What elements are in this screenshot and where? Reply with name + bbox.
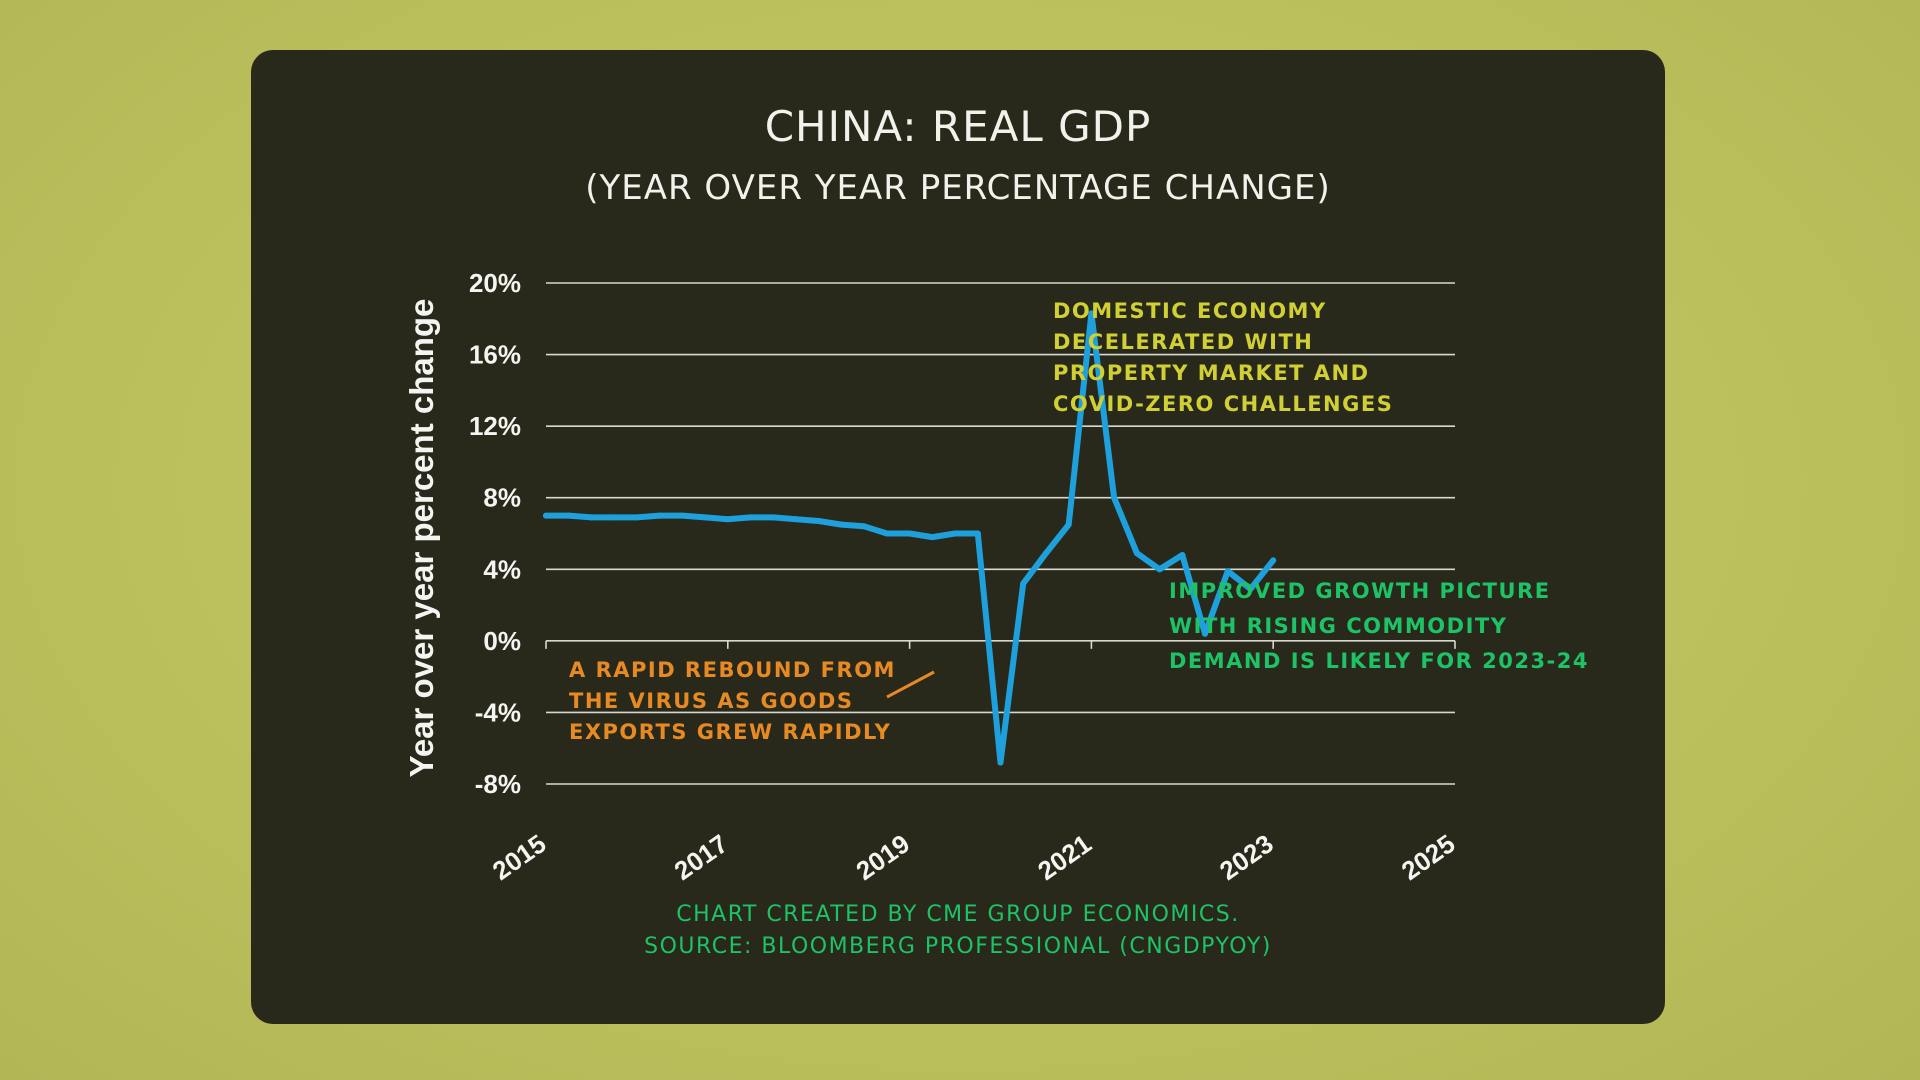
- data-point: [952, 530, 959, 537]
- data-point: [565, 512, 572, 519]
- data-point: [929, 534, 936, 541]
- data-point: [974, 530, 981, 537]
- x-tick-label: 2023: [1214, 828, 1279, 886]
- x-tick-label: 2025: [1396, 828, 1461, 886]
- y-tick-label: 8%: [483, 483, 521, 513]
- footer-credit: CHART CREATED BY CME GROUP ECONOMICS.: [676, 902, 1240, 927]
- data-point: [815, 517, 822, 524]
- annotation-1-line: COVID-ZERO CHALLENGES: [1053, 392, 1393, 416]
- data-point: [770, 514, 777, 521]
- annotation-2-line: A RAPID REBOUND FROM: [569, 658, 896, 682]
- data-point: [1202, 630, 1209, 637]
- data-point: [1111, 494, 1118, 501]
- x-tick-label: 2015: [487, 828, 552, 886]
- annotation-3-line: DEMAND IS LIKELY FOR 2023-24: [1169, 649, 1589, 673]
- data-point: [1133, 550, 1140, 557]
- data-point: [838, 521, 845, 528]
- x-tick-label: 2019: [850, 828, 915, 886]
- y-tick-label: 20%: [469, 268, 521, 298]
- data-point: [1270, 557, 1277, 564]
- data-point: [702, 514, 709, 521]
- x-tick-label: 2021: [1032, 828, 1097, 886]
- data-point: [633, 514, 640, 521]
- annotation-1-line: DECELERATED WITH: [1053, 330, 1313, 354]
- data-point: [861, 523, 868, 530]
- annotation-2-line: THE VIRUS AS GOODS: [569, 689, 853, 713]
- data-point: [1156, 566, 1163, 573]
- data-point: [1020, 580, 1027, 587]
- footer-source: SOURCE: BLOOMBERG PROFESSIONAL (CNGDPYOY…: [644, 934, 1272, 959]
- data-point: [588, 514, 595, 521]
- data-point: [1247, 585, 1254, 592]
- chart-subtitle: (YEAR OVER YEAR PERCENTAGE CHANGE): [585, 168, 1331, 208]
- y-axis-label: Year over year percent change: [403, 299, 440, 778]
- y-tick-label: -4%: [475, 697, 521, 727]
- y-tick-label: -8%: [475, 769, 521, 799]
- annotation-3-line: WITH RISING COMMODITY: [1169, 614, 1507, 638]
- data-point: [611, 514, 618, 521]
- data-point: [679, 512, 686, 519]
- data-point: [1088, 310, 1095, 317]
- data-point: [883, 530, 890, 537]
- data-point: [1065, 521, 1072, 528]
- line-chart: -8% -4% 0% 4% 8% 12% 16% 20% 2015 2017 2019 2021 202…: [403, 268, 1589, 886]
- y-tick-label: 16%: [469, 340, 521, 370]
- data-point: [997, 759, 1004, 766]
- annotation-2-line: EXPORTS GREW RAPIDLY: [569, 720, 891, 744]
- data-point: [906, 530, 913, 537]
- data-point: [724, 516, 731, 523]
- data-point: [747, 514, 754, 521]
- x-tick-label: 2017: [669, 828, 734, 886]
- annotation-pointer: [886, 670, 935, 699]
- data-point: [543, 512, 549, 519]
- annotation-1-line: PROPERTY MARKET AND: [1053, 361, 1370, 385]
- data-point: [1224, 568, 1231, 575]
- chart-title: CHINA: REAL GDP: [764, 102, 1152, 151]
- annotation-3-line: IMPROVED GROWTH PICTURE: [1169, 579, 1551, 603]
- data-point: [1042, 550, 1049, 557]
- data-point: [1179, 551, 1186, 558]
- y-tick-label: 12%: [469, 411, 521, 441]
- chart-card: CHINA: REAL GDP (YEAR OVER YEAR PERCENTA…: [251, 50, 1665, 1024]
- data-point: [656, 512, 663, 519]
- data-point: [792, 516, 799, 523]
- y-tick-label: 4%: [483, 554, 521, 584]
- y-tick-label: 0%: [483, 626, 521, 656]
- annotation-1-line: DOMESTIC ECONOMY: [1053, 299, 1327, 323]
